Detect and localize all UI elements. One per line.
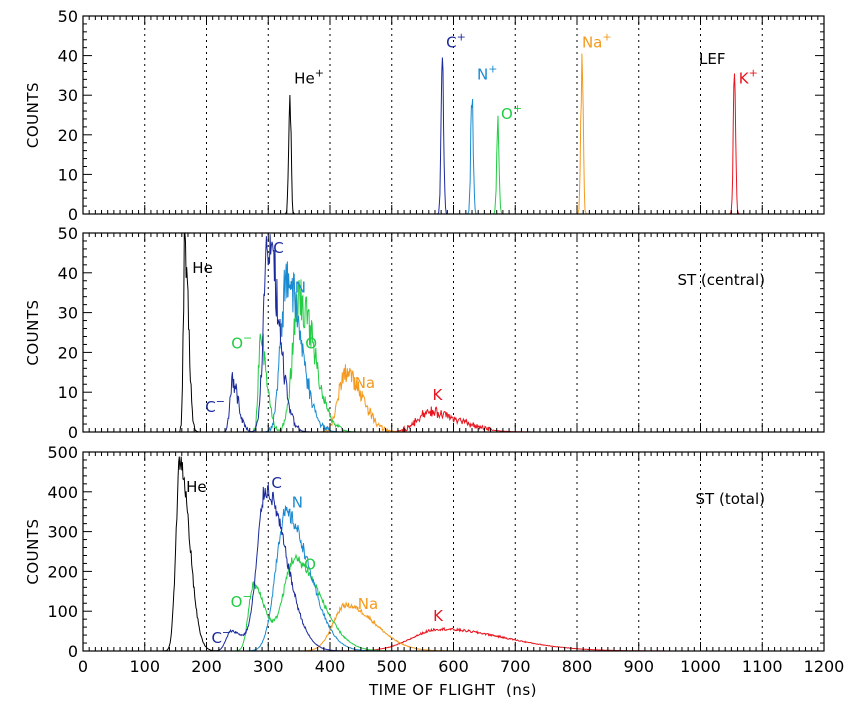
x-tick-label: 1100 — [742, 657, 783, 676]
y-tick-label: 30 — [58, 304, 78, 323]
x-tick-label: 700 — [500, 657, 531, 676]
y-axis-label: COUNTS — [24, 299, 42, 365]
panel-note: ST (central) — [677, 271, 765, 289]
peak-label-o: O — [305, 334, 317, 352]
y-tick-label: 20 — [58, 343, 78, 362]
peak-label-k: K — [433, 607, 444, 625]
peak-label-he: He — [186, 478, 207, 496]
panel-note: LEF — [699, 50, 725, 68]
y-tick-label: 40 — [58, 264, 78, 283]
y-tick-label: 10 — [58, 383, 78, 402]
y-tick-label: 0 — [68, 205, 78, 224]
y-tick-label: 400 — [47, 483, 78, 502]
x-axis-label: TIME OF FLIGHT (ns) — [368, 681, 537, 699]
y-tick-label: 200 — [47, 562, 78, 581]
x-tick-label: 200 — [191, 657, 222, 676]
x-tick-label: 800 — [562, 657, 593, 676]
y-axis-label: COUNTS — [24, 82, 42, 148]
x-tick-label: 1000 — [680, 657, 721, 676]
panel-note: ST (total) — [696, 490, 765, 508]
x-tick-label: 600 — [438, 657, 469, 676]
x-tick-label: 500 — [376, 657, 407, 676]
y-tick-label: 300 — [47, 523, 78, 542]
x-tick-label: 400 — [315, 657, 346, 676]
peak-label-n: N — [292, 494, 303, 512]
y-tick-label: 10 — [58, 165, 78, 184]
y-tick-label: 0 — [68, 423, 78, 442]
y-tick-label: 500 — [47, 443, 78, 462]
peak-label-na: Na — [355, 374, 375, 392]
panels-group: 01020304050COUNTSLEFHe+C+N+O+Na+K+010203… — [24, 7, 844, 676]
peak-label-n: N — [295, 279, 306, 297]
y-tick-label: 0 — [68, 642, 78, 661]
y-tick-label: 30 — [58, 86, 78, 105]
y-tick-label: 100 — [47, 602, 78, 621]
x-tick-label: 0 — [78, 657, 88, 676]
x-tick-label: 900 — [623, 657, 654, 676]
y-tick-label: 20 — [58, 126, 78, 145]
x-tick-label: 300 — [253, 657, 284, 676]
peak-label-c: C — [271, 474, 281, 492]
peak-label-k: K — [433, 386, 444, 404]
x-tick-label: 1200 — [804, 657, 845, 676]
x-tick-label: 100 — [129, 657, 160, 676]
peak-label-c: C — [273, 239, 283, 257]
y-axis-label: COUNTS — [24, 518, 42, 584]
peak-label-o: O — [304, 555, 316, 573]
y-tick-label: 50 — [58, 224, 78, 243]
peak-label-na: Na — [358, 595, 378, 613]
y-tick-label: 50 — [58, 7, 78, 26]
peak-label-he: He — [192, 259, 213, 277]
y-tick-label: 40 — [58, 47, 78, 66]
